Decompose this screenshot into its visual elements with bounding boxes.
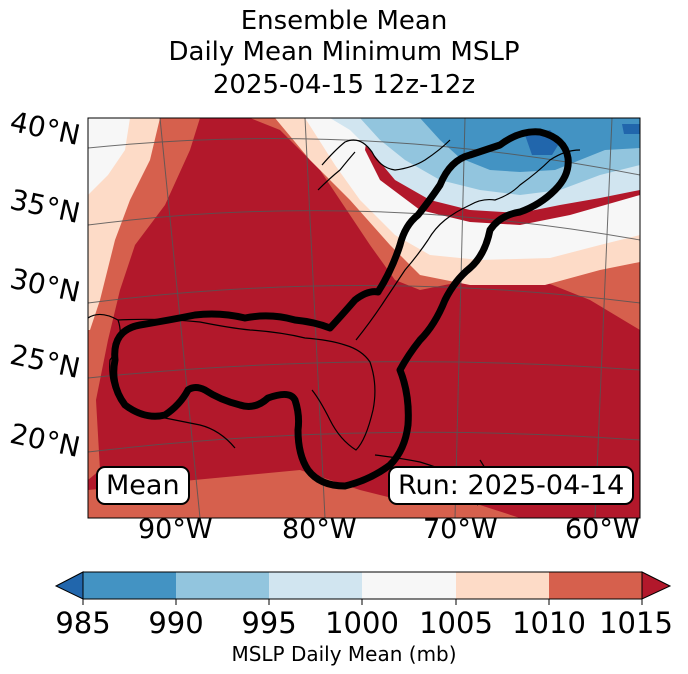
lon-label-90w: 90°W: [138, 514, 213, 545]
title-line-3: 2025-04-15 12z-12z: [212, 70, 476, 100]
title-line-1: Ensemble Mean: [240, 6, 448, 36]
threshold-contour: [110, 128, 572, 490]
colorbar-tick-1005: 1005: [419, 606, 493, 640]
colorbar-seg-1005-1010: [456, 572, 549, 599]
mean-label-box: Mean: [96, 466, 190, 505]
run-date-box: Run: 2025-04-14: [388, 466, 635, 505]
band-lt985: [525, 124, 640, 155]
title-line-2: Daily Mean Minimum MSLP: [168, 37, 520, 67]
colorbar-seg-995-1000: [269, 572, 362, 599]
colorbar-title: MSLP Daily Mean (mb): [231, 642, 457, 666]
lon-label-80w: 80°W: [282, 514, 357, 545]
lon-label-70w: 70°W: [423, 514, 498, 545]
colorbar-seg-1000-1005: [362, 572, 456, 599]
mslp-field: [88, 118, 640, 518]
colorbar-tick-1010: 1010: [512, 606, 586, 640]
graticule: [88, 118, 640, 518]
colorbar-tick-985: 985: [55, 606, 111, 640]
colorbar-tick-1015: 1015: [599, 606, 673, 640]
lon-label-60w: 60°W: [565, 514, 640, 545]
colorbar-extend-low: [54, 571, 84, 600]
colorbar-seg-1010-1015: [549, 572, 642, 599]
band-1005-1010: [88, 118, 640, 330]
band-1000-1005: [88, 118, 640, 260]
colorbar-tick-990: 990: [148, 606, 204, 640]
colorbar-tick-1000: 1000: [325, 606, 399, 640]
map-frame: [87, 117, 641, 519]
colorbar-seg-985-990: [83, 572, 176, 599]
colorbar-tick-995: 995: [241, 606, 297, 640]
colorbar-seg-990-995: [176, 572, 269, 599]
colorbar-extend-high: [641, 571, 672, 600]
colorbar: [54, 571, 672, 605]
